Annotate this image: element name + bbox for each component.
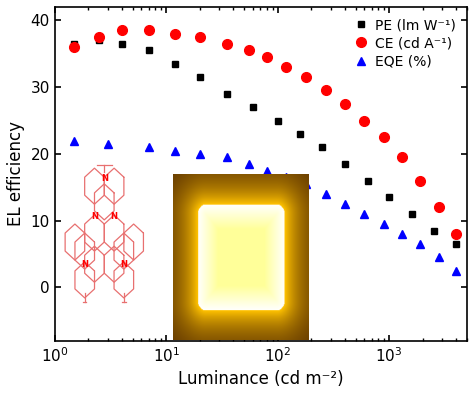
PE (lm W⁻¹) — [72, 41, 77, 46]
CE (cd A⁻¹) — [323, 88, 328, 93]
CE (cd A⁻¹) — [283, 65, 289, 70]
PE (lm W⁻¹) — [224, 91, 230, 96]
EQE (%) — [283, 175, 289, 180]
EQE (%) — [436, 255, 442, 260]
PE (lm W⁻¹) — [298, 132, 303, 136]
Text: N: N — [91, 213, 98, 221]
CE (cd A⁻¹) — [418, 178, 423, 183]
CE (cd A⁻¹) — [399, 155, 405, 160]
PE (lm W⁻¹) — [342, 162, 347, 166]
EQE (%) — [303, 182, 309, 186]
EQE (%) — [105, 141, 111, 146]
CE (cd A⁻¹) — [146, 28, 152, 33]
X-axis label: Luminance (cd m⁻²): Luminance (cd m⁻²) — [178, 370, 344, 388]
EQE (%) — [246, 162, 252, 166]
EQE (%) — [362, 212, 367, 216]
EQE (%) — [418, 242, 423, 246]
PE (lm W⁻¹) — [275, 118, 281, 123]
CE (cd A⁻¹) — [264, 55, 270, 59]
EQE (%) — [399, 232, 405, 237]
CE (cd A⁻¹) — [119, 28, 125, 33]
EQE (%) — [323, 192, 328, 196]
Line: CE (cd A⁻¹): CE (cd A⁻¹) — [70, 25, 461, 239]
EQE (%) — [264, 168, 270, 173]
PE (lm W⁻¹) — [197, 75, 202, 79]
CE (cd A⁻¹) — [381, 135, 387, 139]
Text: N: N — [101, 175, 108, 184]
PE (lm W⁻¹) — [365, 178, 371, 183]
Y-axis label: EL efficiency: EL efficiency — [7, 121, 25, 226]
EQE (%) — [146, 145, 152, 150]
EQE (%) — [197, 152, 202, 156]
EQE (%) — [342, 201, 347, 206]
CE (cd A⁻¹) — [454, 232, 459, 237]
PE (lm W⁻¹) — [250, 105, 256, 109]
CE (cd A⁻¹) — [172, 31, 178, 36]
PE (lm W⁻¹) — [386, 195, 392, 200]
CE (cd A⁻¹) — [342, 102, 347, 106]
CE (cd A⁻¹) — [436, 205, 442, 210]
PE (lm W⁻¹) — [146, 48, 152, 53]
CE (cd A⁻¹) — [246, 48, 252, 53]
PE (lm W⁻¹) — [431, 228, 437, 233]
Line: PE (lm W⁻¹): PE (lm W⁻¹) — [71, 37, 460, 248]
CE (cd A⁻¹) — [96, 35, 102, 40]
EQE (%) — [381, 222, 387, 226]
PE (lm W⁻¹) — [119, 41, 125, 46]
Text: N: N — [120, 260, 128, 269]
CE (cd A⁻¹) — [303, 75, 309, 79]
PE (lm W⁻¹) — [319, 145, 325, 150]
CE (cd A⁻¹) — [362, 118, 367, 123]
Text: N: N — [110, 213, 118, 221]
EQE (%) — [454, 269, 459, 273]
Line: EQE (%): EQE (%) — [70, 136, 460, 275]
Text: N: N — [81, 260, 88, 269]
PE (lm W⁻¹) — [172, 61, 178, 66]
PE (lm W⁻¹) — [454, 242, 459, 246]
Legend: PE (lm W⁻¹), CE (cd A⁻¹), EQE (%): PE (lm W⁻¹), CE (cd A⁻¹), EQE (%) — [350, 14, 460, 73]
EQE (%) — [72, 138, 77, 143]
CE (cd A⁻¹) — [224, 41, 230, 46]
PE (lm W⁻¹) — [96, 38, 102, 43]
CE (cd A⁻¹) — [72, 45, 77, 49]
CE (cd A⁻¹) — [197, 35, 202, 40]
PE (lm W⁻¹) — [409, 212, 415, 216]
EQE (%) — [172, 148, 178, 153]
EQE (%) — [224, 155, 230, 160]
